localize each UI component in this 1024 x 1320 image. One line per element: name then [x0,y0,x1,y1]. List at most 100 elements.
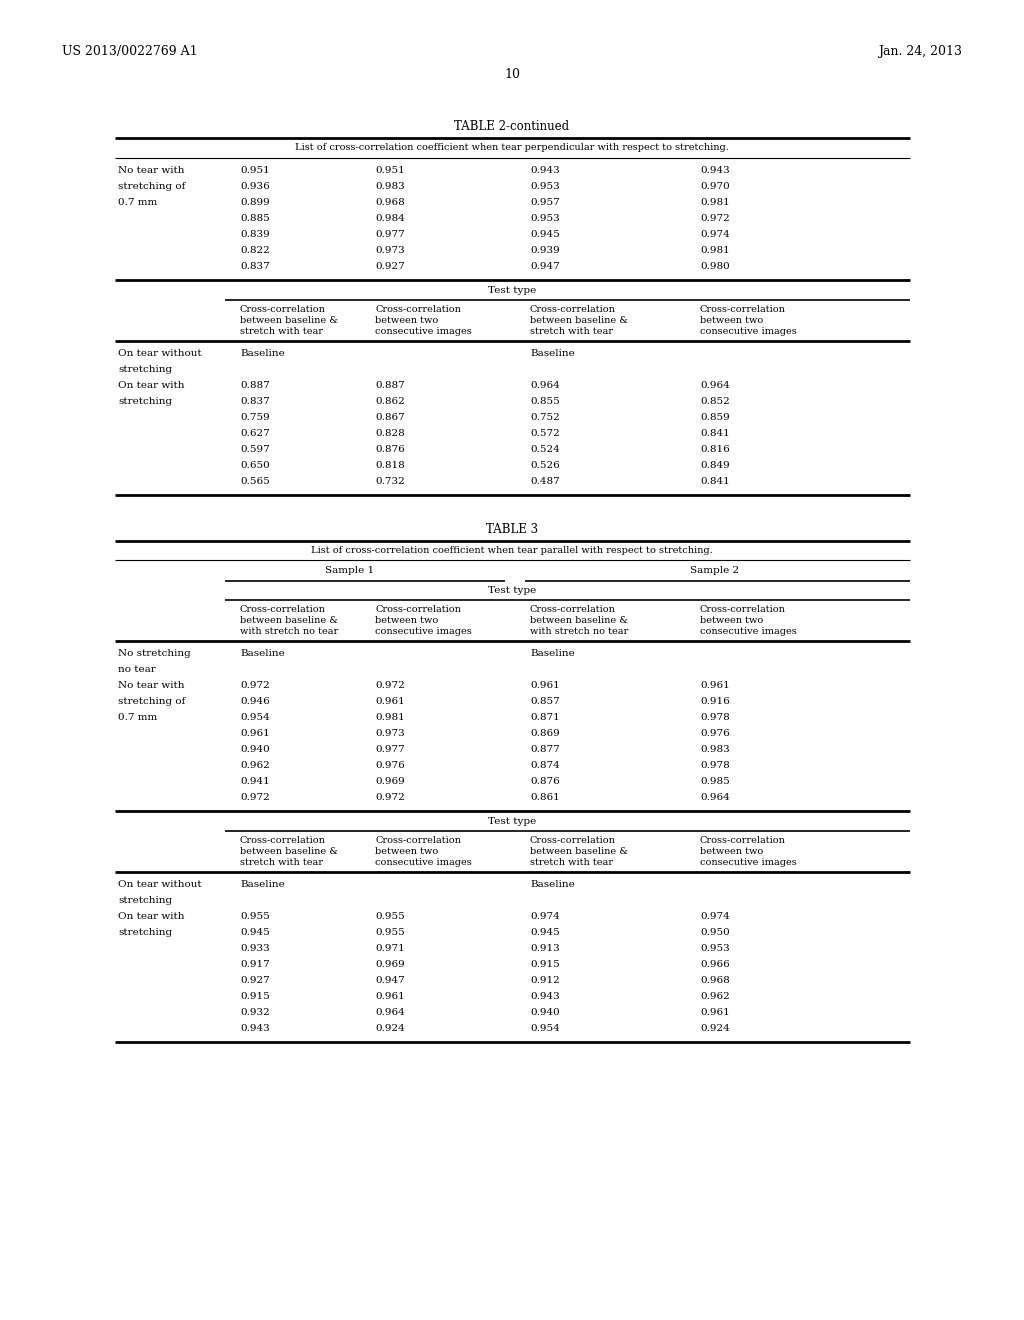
Text: 0.961: 0.961 [375,993,404,1001]
Text: 0.943: 0.943 [240,1024,269,1034]
Text: stretch with tear: stretch with tear [530,327,613,337]
Text: 0.837: 0.837 [240,261,269,271]
Text: 0.487: 0.487 [530,477,560,486]
Text: Baseline: Baseline [240,649,285,657]
Text: US 2013/0022769 A1: US 2013/0022769 A1 [62,45,198,58]
Text: 0.917: 0.917 [240,960,269,969]
Text: 0.961: 0.961 [700,681,730,690]
Text: 0.978: 0.978 [700,762,730,770]
Text: 0.962: 0.962 [700,993,730,1001]
Text: 0.981: 0.981 [375,713,404,722]
Text: Sample 2: Sample 2 [690,566,739,576]
Text: Baseline: Baseline [530,348,574,358]
Text: 0.980: 0.980 [700,261,730,271]
Text: 0.867: 0.867 [375,413,404,422]
Text: Cross-correlation: Cross-correlation [240,836,326,845]
Text: stretching of: stretching of [118,697,185,706]
Text: 0.939: 0.939 [530,246,560,255]
Text: between baseline &: between baseline & [530,315,628,325]
Text: 0.916: 0.916 [700,697,730,706]
Text: 0.876: 0.876 [375,445,404,454]
Text: 0.862: 0.862 [375,397,404,407]
Text: 0.7 mm: 0.7 mm [118,198,158,207]
Text: 0.861: 0.861 [530,793,560,803]
Text: 0.650: 0.650 [240,461,269,470]
Text: 0.841: 0.841 [700,429,730,438]
Text: between baseline &: between baseline & [240,847,338,855]
Text: 0.964: 0.964 [700,793,730,803]
Text: Cross-correlation: Cross-correlation [375,605,461,614]
Text: 0.968: 0.968 [700,975,730,985]
Text: TABLE 2-continued: TABLE 2-continued [455,120,569,133]
Text: Jan. 24, 2013: Jan. 24, 2013 [878,45,962,58]
Text: 0.572: 0.572 [530,429,560,438]
Text: 0.964: 0.964 [530,381,560,389]
Text: 0.961: 0.961 [240,729,269,738]
Text: 0.971: 0.971 [375,944,404,953]
Text: 0.951: 0.951 [375,166,404,176]
Text: 0.837: 0.837 [240,397,269,407]
Text: 0.957: 0.957 [530,198,560,207]
Text: 0.941: 0.941 [240,777,269,785]
Text: between two: between two [700,847,763,855]
Text: 0.955: 0.955 [240,912,269,921]
Text: 0.945: 0.945 [240,928,269,937]
Text: Test type: Test type [487,286,537,294]
Text: Cross-correlation: Cross-correlation [530,305,615,314]
Text: 0.933: 0.933 [240,944,269,953]
Text: 0.981: 0.981 [700,198,730,207]
Text: 0.984: 0.984 [375,214,404,223]
Text: 0.816: 0.816 [700,445,730,454]
Text: 0.969: 0.969 [375,960,404,969]
Text: 0.970: 0.970 [700,182,730,191]
Text: 0.973: 0.973 [375,246,404,255]
Text: 0.924: 0.924 [700,1024,730,1034]
Text: stretch with tear: stretch with tear [240,327,323,337]
Text: TABLE 3: TABLE 3 [486,523,538,536]
Text: Cross-correlation: Cross-correlation [375,305,461,314]
Text: 0.565: 0.565 [240,477,269,486]
Text: Cross-correlation: Cross-correlation [700,305,785,314]
Text: 0.943: 0.943 [530,993,560,1001]
Text: 0.597: 0.597 [240,445,269,454]
Text: 0.968: 0.968 [375,198,404,207]
Text: 0.524: 0.524 [530,445,560,454]
Text: Cross-correlation: Cross-correlation [240,305,326,314]
Text: 0.7 mm: 0.7 mm [118,713,158,722]
Text: 0.915: 0.915 [240,993,269,1001]
Text: between two: between two [700,616,763,624]
Text: 0.969: 0.969 [375,777,404,785]
Text: 0.943: 0.943 [700,166,730,176]
Text: stretching: stretching [118,366,172,374]
Text: 0.972: 0.972 [700,214,730,223]
Text: 0.954: 0.954 [530,1024,560,1034]
Text: 0.927: 0.927 [375,261,404,271]
Text: 0.885: 0.885 [240,214,269,223]
Text: 0.961: 0.961 [375,697,404,706]
Text: with stretch no tear: with stretch no tear [530,627,629,636]
Text: 0.964: 0.964 [700,381,730,389]
Text: 0.913: 0.913 [530,944,560,953]
Text: consecutive images: consecutive images [700,627,797,636]
Text: no tear: no tear [118,665,156,675]
Text: 0.732: 0.732 [375,477,404,486]
Text: 0.972: 0.972 [375,793,404,803]
Text: 0.953: 0.953 [530,182,560,191]
Text: 0.839: 0.839 [240,230,269,239]
Text: 0.945: 0.945 [530,230,560,239]
Text: 0.974: 0.974 [530,912,560,921]
Text: No tear with: No tear with [118,166,184,176]
Text: 0.874: 0.874 [530,762,560,770]
Text: No stretching: No stretching [118,649,190,657]
Text: 0.954: 0.954 [240,713,269,722]
Text: 0.899: 0.899 [240,198,269,207]
Text: consecutive images: consecutive images [375,858,472,867]
Text: stretching: stretching [118,928,172,937]
Text: 0.983: 0.983 [700,744,730,754]
Text: List of cross-correlation coefficient when tear parallel with respect to stretch: List of cross-correlation coefficient wh… [311,546,713,554]
Text: 0.972: 0.972 [375,681,404,690]
Text: 0.950: 0.950 [700,928,730,937]
Text: Sample 1: Sample 1 [326,566,375,576]
Text: 0.962: 0.962 [240,762,269,770]
Text: between two: between two [375,315,438,325]
